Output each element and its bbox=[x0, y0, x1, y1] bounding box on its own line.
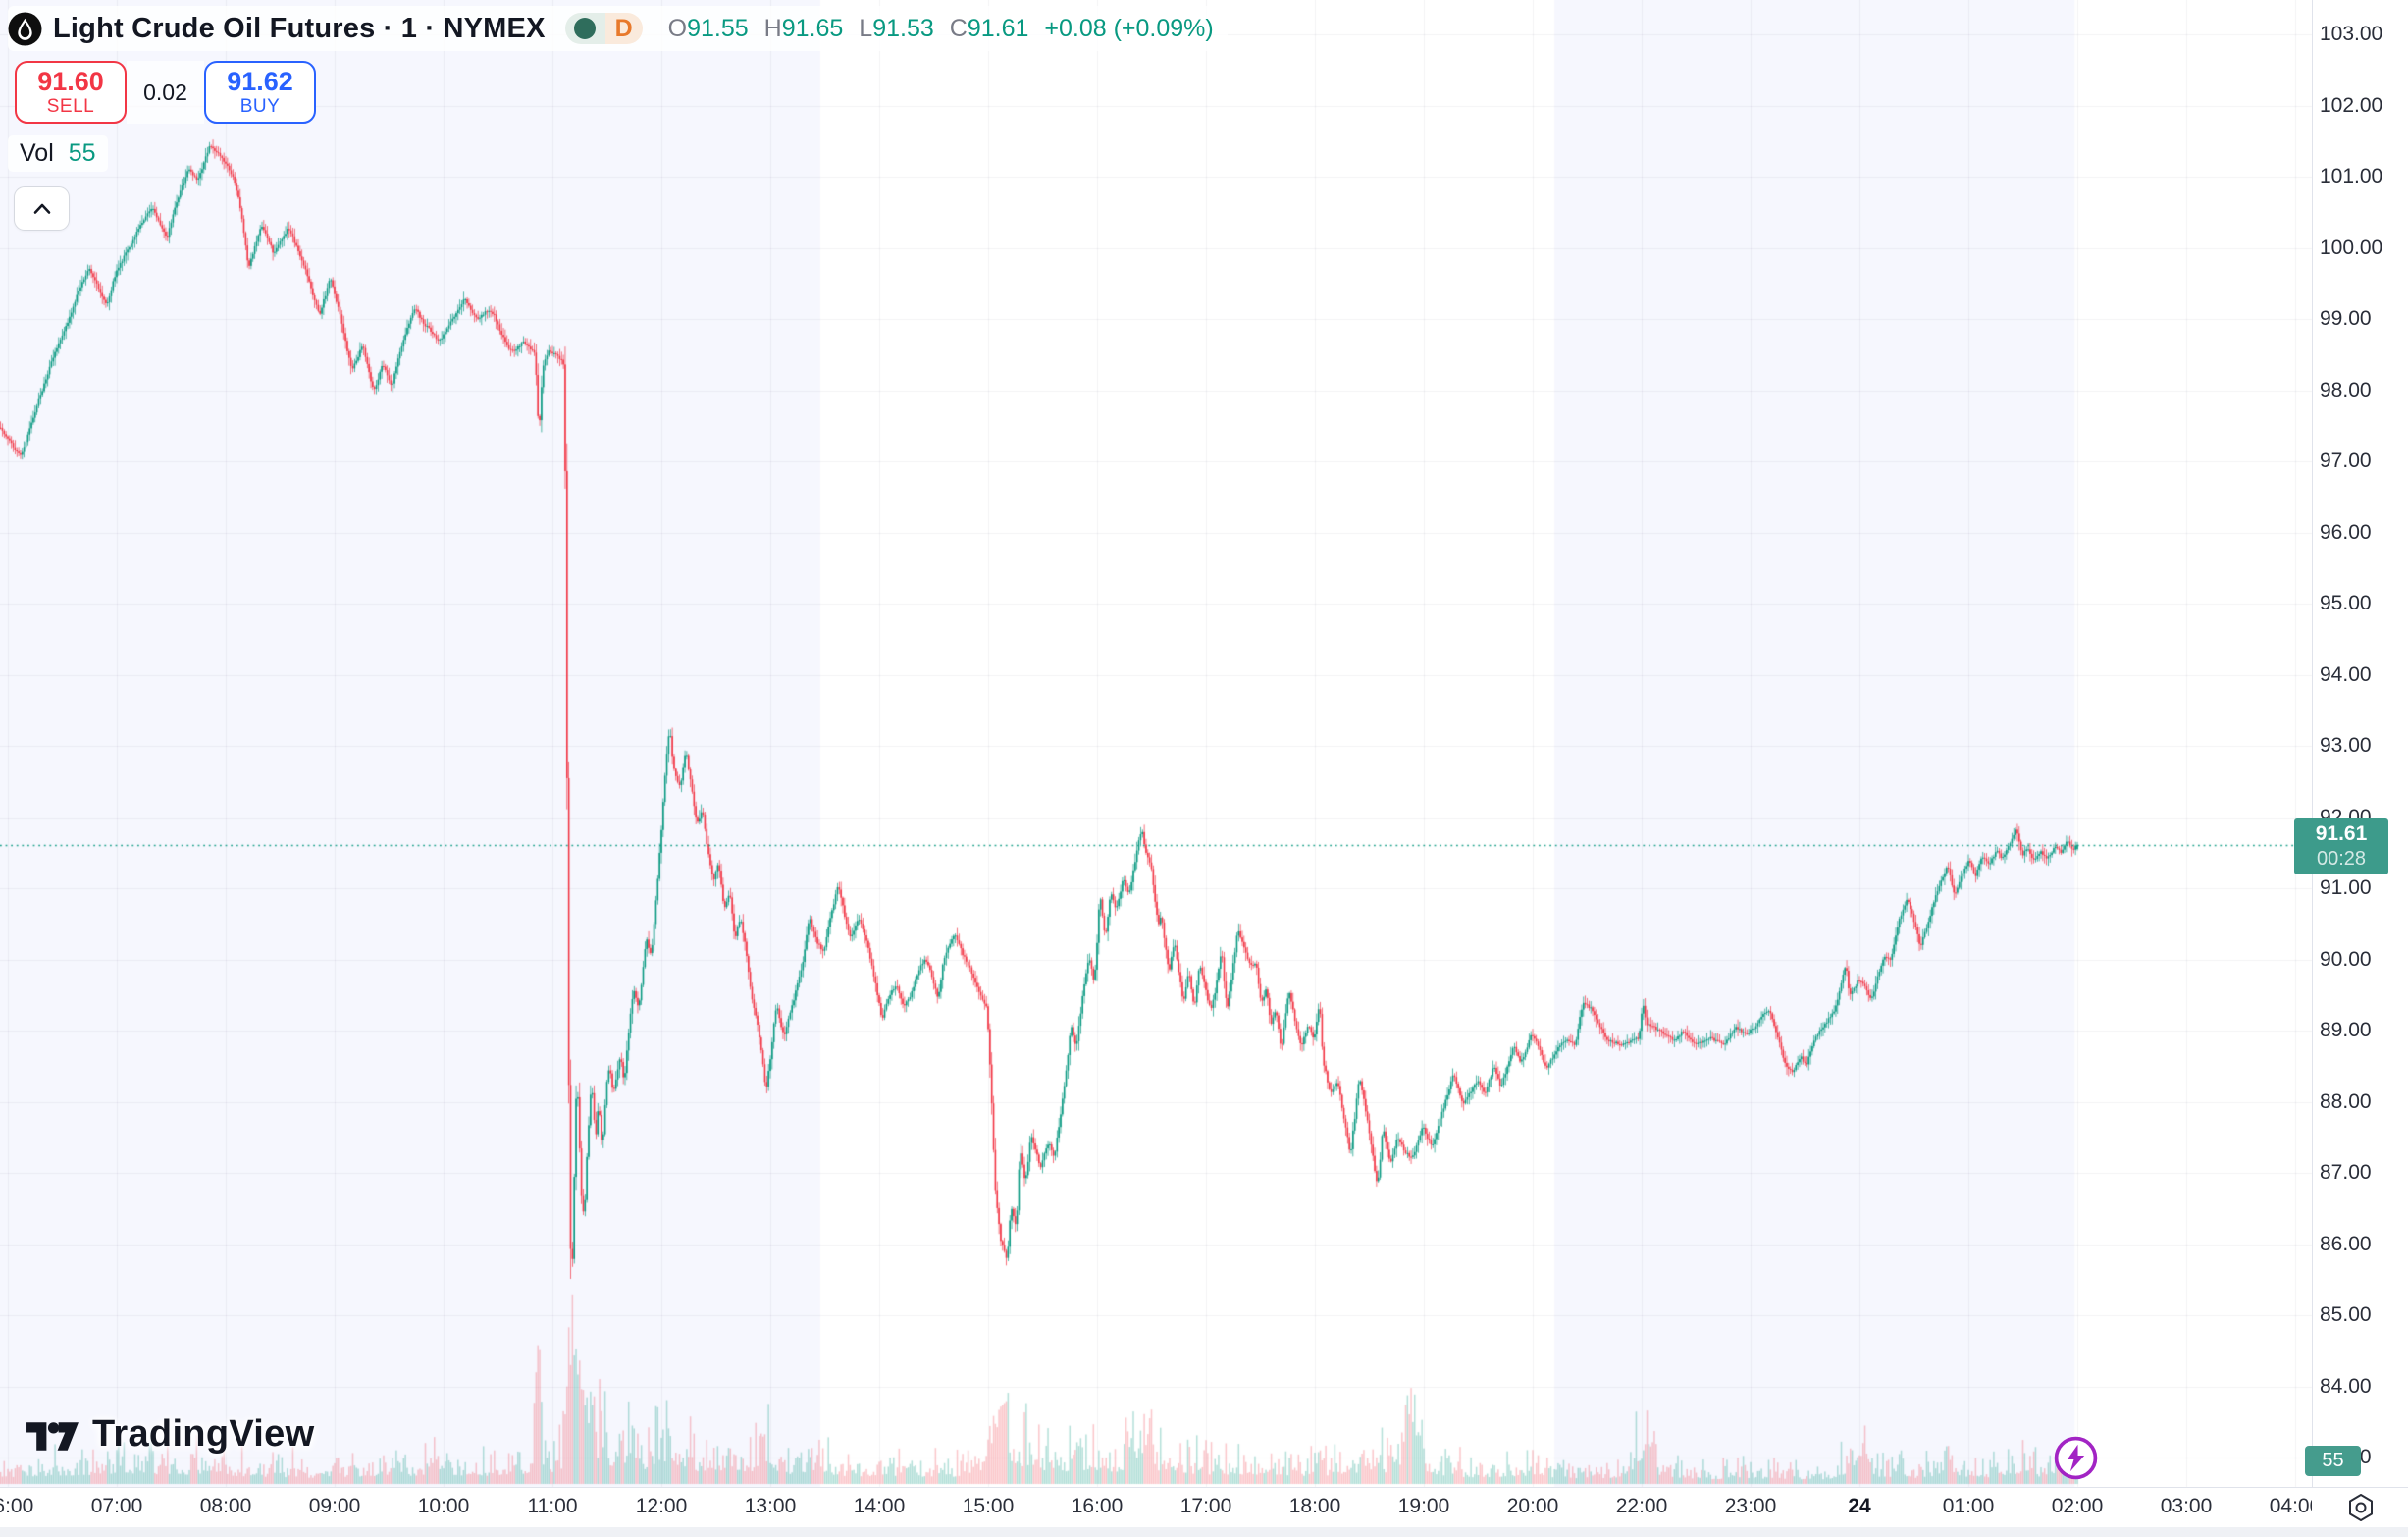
timezone-gear-icon[interactable] bbox=[2345, 1492, 2377, 1523]
price-axis-label: 87.00 bbox=[2320, 1161, 2372, 1184]
time-axis-label: 14:00 bbox=[853, 1495, 906, 1517]
time-axis-label: 12:00 bbox=[635, 1495, 688, 1517]
open-value: 91.55 bbox=[687, 14, 749, 42]
open-label: O bbox=[667, 14, 688, 42]
timezone-settings-area[interactable] bbox=[2313, 1488, 2408, 1527]
price-axis-label: 91.00 bbox=[2320, 876, 2372, 899]
bottom-toolbar-strip bbox=[0, 1527, 2408, 1537]
time-axis-label: 19:00 bbox=[1397, 1495, 1450, 1517]
price-axis-separator bbox=[2312, 0, 2313, 1487]
price-axis-label: 90.00 bbox=[2320, 947, 2372, 971]
time-axis-label: 04:00 bbox=[2269, 1495, 2312, 1517]
time-axis-label: 15:00 bbox=[962, 1495, 1015, 1517]
price-axis-label: 84.00 bbox=[2320, 1374, 2372, 1398]
time-axis-label: 13:00 bbox=[744, 1495, 797, 1517]
current-price-label: 91.61 00:28 bbox=[2294, 818, 2388, 874]
time-axis-label: 01:00 bbox=[1942, 1495, 1995, 1517]
buy-price: 91.62 bbox=[227, 67, 293, 96]
time-axis-label: 09:00 bbox=[308, 1495, 361, 1517]
time-axis-separator bbox=[0, 1487, 2408, 1488]
sell-label: SELL bbox=[46, 96, 95, 117]
high-label: H bbox=[763, 14, 782, 42]
time-axis-label: 18:00 bbox=[1288, 1495, 1341, 1517]
price-axis[interactable]: 103.00 102.00 101.00 100.00 99.00 98.00 97.00 9… bbox=[2312, 0, 2408, 1487]
current-price-value: 91.61 bbox=[2315, 822, 2368, 845]
price-axis-label: 95.00 bbox=[2320, 592, 2372, 614]
low-value: 91.53 bbox=[872, 14, 934, 42]
time-axis-label: 02:00 bbox=[2051, 1495, 2104, 1517]
price-axis-label: 101.00 bbox=[2320, 165, 2383, 187]
price-axis-label: 93.00 bbox=[2320, 734, 2372, 757]
collapse-legend-button[interactable] bbox=[14, 186, 70, 231]
bar-countdown: 00:28 bbox=[2316, 848, 2367, 870]
price-axis-label: 100.00 bbox=[2320, 236, 2383, 259]
chevron-up-icon bbox=[33, 203, 50, 214]
spread-value: 0.02 bbox=[127, 61, 204, 124]
volume-legend: Vol 55 bbox=[8, 135, 108, 172]
tradingview-brand-text: TradingView bbox=[92, 1413, 315, 1455]
buy-label: BUY bbox=[239, 96, 281, 117]
sell-button[interactable]: 91.60 SELL bbox=[15, 61, 127, 124]
symbol-title[interactable]: Light Crude Oil Futures · 1 · NYMEX bbox=[53, 12, 546, 44]
price-axis-label: 94.00 bbox=[2320, 662, 2372, 686]
symbol-legend: Light Crude Oil Futures · 1 · NYMEX D O9… bbox=[8, 6, 1228, 51]
low-label: L bbox=[859, 14, 873, 42]
oil-drop-logo-icon bbox=[8, 12, 42, 45]
time-axis-label: 20:00 bbox=[1506, 1495, 1559, 1517]
time-axis-label: 22:00 bbox=[1615, 1495, 1668, 1517]
price-axis-label: 96.00 bbox=[2320, 520, 2372, 544]
time-axis-label: 11:00 bbox=[527, 1495, 578, 1517]
tradingview-logo-icon bbox=[26, 1422, 79, 1451]
sell-price: 91.60 bbox=[37, 67, 104, 96]
price-axis-label: 103.00 bbox=[2320, 23, 2383, 45]
time-axis-label: 17:00 bbox=[1179, 1495, 1232, 1517]
price-axis-label: 99.00 bbox=[2320, 307, 2372, 330]
time-axis-label: 08:00 bbox=[199, 1495, 252, 1517]
volume-label: Vol bbox=[20, 139, 54, 167]
lightning-bolt-icon[interactable] bbox=[2053, 1435, 2099, 1481]
time-axis-label: 23:00 bbox=[1724, 1495, 1777, 1517]
price-axis-label: 102.00 bbox=[2320, 93, 2383, 117]
tradingview-watermark[interactable]: TradingView bbox=[25, 1413, 314, 1456]
volume-value: 55 bbox=[68, 139, 96, 167]
price-axis-label: 88.00 bbox=[2320, 1089, 2372, 1113]
close-label: C bbox=[949, 14, 968, 42]
time-axis-label: 07:00 bbox=[90, 1495, 143, 1517]
time-axis-label: 24 bbox=[1848, 1495, 1871, 1517]
time-axis-label: 03:00 bbox=[2160, 1495, 2213, 1517]
change-value: +0.08 (+0.09%) bbox=[1044, 14, 1214, 42]
price-axis-label: 85.00 bbox=[2320, 1303, 2372, 1326]
buy-button[interactable]: 91.62 BUY bbox=[204, 61, 316, 124]
volume-axis-label: 55 bbox=[2305, 1446, 2361, 1476]
price-axis-label: 97.00 bbox=[2320, 450, 2372, 472]
time-axis-label: 10:00 bbox=[417, 1495, 470, 1517]
market-status-dot-icon bbox=[564, 13, 605, 44]
delayed-data-badge: D bbox=[604, 13, 643, 44]
close-value: 91.61 bbox=[967, 14, 1029, 42]
ohlc-readout: O91.55 H91.65 L91.53 C91.61 +0.08 (+0.09… bbox=[668, 15, 1214, 43]
time-axis[interactable]: 06:00 07:00 08:00 09:00 10:00 11:00 12:00 13:00… bbox=[0, 1487, 2312, 1527]
market-status-pill[interactable]: D bbox=[564, 13, 643, 44]
time-axis-label: 06:00 bbox=[0, 1495, 34, 1517]
price-axis-label: 98.00 bbox=[2320, 378, 2372, 401]
high-value: 91.65 bbox=[781, 14, 844, 42]
trade-panel: 91.60 SELL 0.02 91.62 BUY bbox=[15, 61, 316, 124]
price-axis-label: 89.00 bbox=[2320, 1019, 2372, 1041]
time-axis-label: 16:00 bbox=[1071, 1495, 1124, 1517]
price-axis-label: 86.00 bbox=[2320, 1232, 2372, 1255]
